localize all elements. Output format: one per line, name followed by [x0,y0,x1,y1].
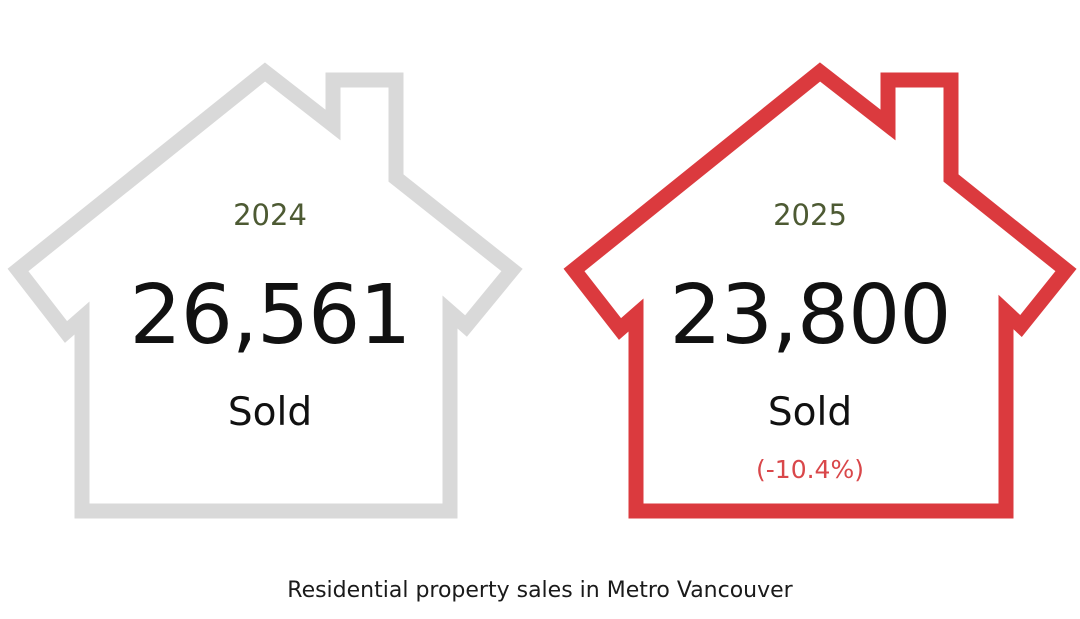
sales-value: 26,561 [129,268,412,363]
percent-change: (-10.4%) [756,455,864,484]
sold-label: Sold [227,390,313,435]
sales-value: 23,800 [669,268,952,363]
sold-label: Sold [767,390,853,435]
caption: Residential property sales in Metro Vanc… [287,578,793,603]
house-outline-icon [563,62,1077,519]
year-label: 2025 [773,198,847,232]
year-label: 2024 [233,198,307,232]
house-card-2025: 2025 23,800 Sold (-10.4%) [540,0,1080,540]
house-card-2024: 2024 26,561 Sold [0,0,540,540]
house-outline-icon [7,62,523,519]
